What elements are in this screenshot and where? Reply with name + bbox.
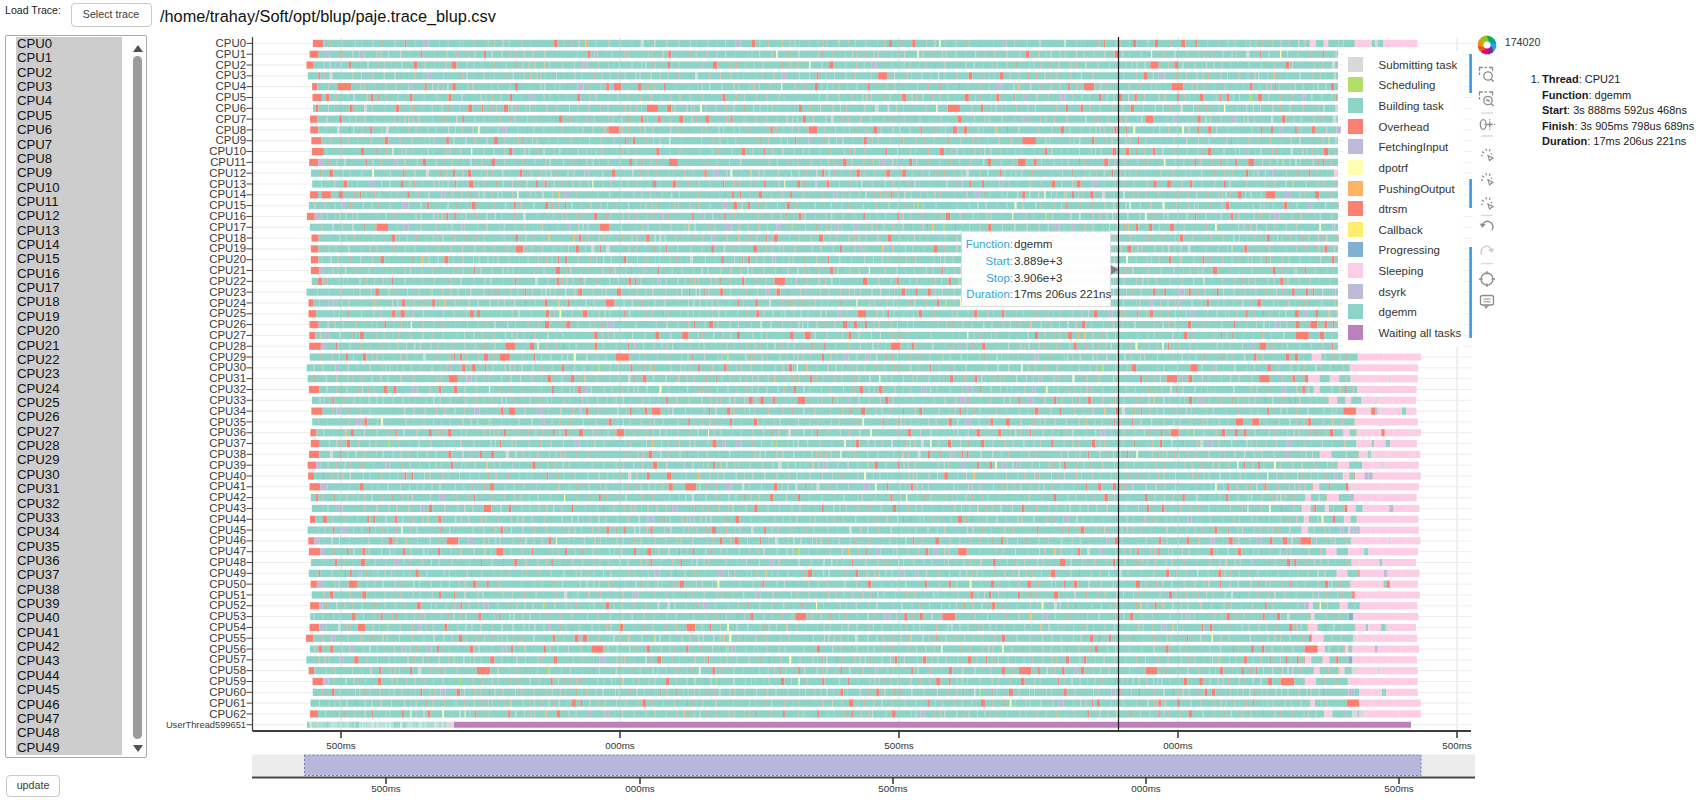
svg-text:000ms: 000ms [605, 740, 635, 751]
svg-text:500ms: 500ms [371, 783, 401, 794]
svg-text:CPU62: CPU62 [209, 708, 246, 720]
svg-text:500ms: 500ms [1442, 740, 1472, 751]
svg-text:500ms: 500ms [326, 740, 356, 751]
svg-text:500ms: 500ms [878, 783, 908, 794]
svg-text:500ms: 500ms [884, 740, 914, 751]
svg-text:UserThread599651: UserThread599651 [166, 720, 246, 730]
svg-text:000ms: 000ms [1131, 783, 1161, 794]
svg-text:000ms: 000ms [1163, 740, 1193, 751]
svg-text:000ms: 000ms [625, 783, 655, 794]
svg-text:500ms: 500ms [1384, 783, 1414, 794]
